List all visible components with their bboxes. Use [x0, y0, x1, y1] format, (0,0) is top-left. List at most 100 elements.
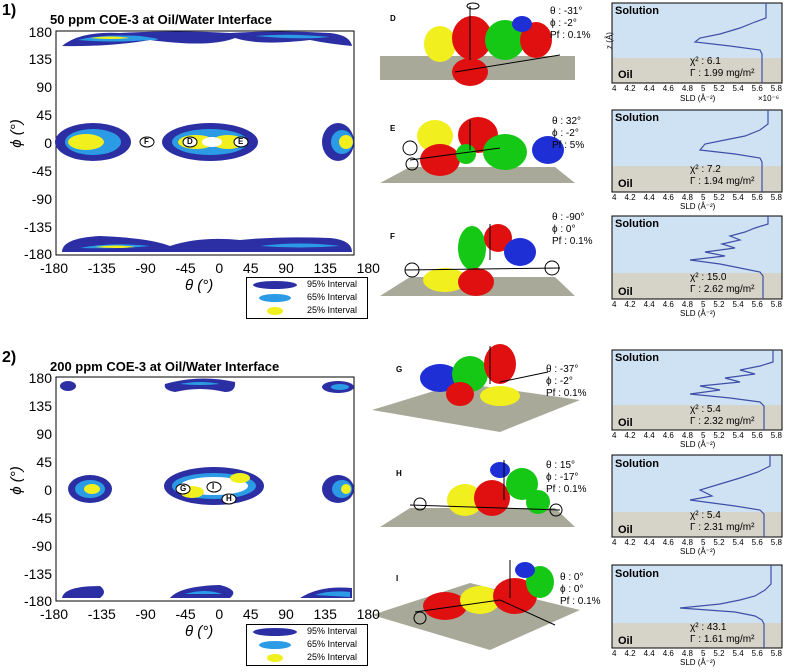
- sld-plot-5: [611, 454, 783, 538]
- sld-x-tick: 4.4: [643, 431, 655, 440]
- x-tick: 90: [278, 606, 294, 622]
- solution-label: Solution: [615, 218, 659, 230]
- structure-letter: F: [390, 232, 395, 241]
- sld-x-ticks-4: 4 4.2 4.4 4.6 4.8 5 5.2 5.4 5.6 5.8: [612, 431, 782, 440]
- point-label: F: [144, 137, 149, 146]
- sld-x-tick: 4: [612, 431, 617, 440]
- y-tick: 90: [36, 79, 52, 95]
- sld-x-tick: 5.2: [713, 431, 725, 440]
- x-tick: 180: [356, 260, 380, 276]
- x-tick: -135: [87, 606, 116, 622]
- sld-x-tick: 5.8: [770, 193, 782, 202]
- sld-x-tick: 5.6: [751, 193, 763, 202]
- sld-x-tick: 5.6: [751, 649, 763, 658]
- structure-letter: D: [390, 14, 396, 23]
- sld-fit-4: χ² : 5.4 Γ : 2.32 mg/m²: [690, 404, 754, 428]
- y-tick: -45: [31, 163, 52, 179]
- contour-top-1: [62, 31, 352, 47]
- sld-x-tick: 4.8: [681, 538, 693, 547]
- sld-plot-3: [611, 215, 783, 300]
- sld-x-tick: 4.2: [624, 300, 636, 309]
- sld-x-tick: 4.6: [662, 84, 674, 93]
- theta-value: θ : 0°: [560, 572, 584, 583]
- phi-value: ϕ : -17°: [546, 472, 579, 483]
- y-axis-label-2: ϕ (°): [7, 466, 25, 495]
- x-tick: 45: [242, 260, 259, 276]
- solution-label: Solution: [615, 352, 659, 364]
- solution-label: Solution: [615, 5, 659, 17]
- sld-x-tick: 4.2: [624, 84, 636, 93]
- theta-value: θ : 15°: [546, 460, 576, 471]
- sld-x-tick: 4: [612, 649, 617, 658]
- sld-x-tick: 5.6: [751, 431, 763, 440]
- markers-panel-2: [175, 481, 237, 505]
- x-ticks-1: -180 -135 -90 -45 0 45 90 135 180: [40, 260, 380, 276]
- sld-x-tick: 4.6: [662, 649, 674, 658]
- gamma-value: Γ : 2.62 mg/m²: [690, 284, 755, 295]
- sld-x-tick: 5.8: [770, 84, 782, 93]
- x-tick: -45: [175, 260, 196, 276]
- sld-x-tick: 4.4: [643, 538, 655, 547]
- sld-fit-2: χ² : 7.2 Γ : 1.94 mg/m²: [690, 164, 754, 188]
- sld-x-tick: 5: [700, 84, 706, 93]
- sld-x-tick: 5.2: [713, 84, 725, 93]
- sld-x-tick: 5.2: [713, 193, 725, 202]
- sld-x-tick: 4.4: [643, 649, 655, 658]
- gamma-value: Γ : 1.99 mg/m²: [690, 68, 755, 79]
- y-tick: -90: [31, 191, 52, 207]
- sld-x-tick: 4.2: [624, 431, 636, 440]
- y-tick: 0: [44, 135, 52, 151]
- sld-x-ticks-3: 4 4.2 4.4 4.6 4.8 5 5.2 5.4 5.6 5.8: [612, 300, 782, 309]
- oil-label: Oil: [618, 286, 633, 298]
- sld-xlabel: SLD (Å⁻²): [680, 440, 716, 449]
- sld-x-tick: 4.6: [662, 193, 674, 202]
- contour-bottom-2: [62, 585, 352, 598]
- y-tick: 180: [28, 24, 52, 40]
- oil-label: Oil: [618, 635, 633, 647]
- sld-x-tick: 5.4: [732, 431, 744, 440]
- phi-value: ϕ : -2°: [550, 18, 577, 29]
- x-tick: 45: [242, 606, 259, 622]
- x-tick: -135: [87, 260, 116, 276]
- sld-xlabel: SLD (Å⁻²): [680, 309, 716, 318]
- sld-x-tick: 4.6: [662, 300, 674, 309]
- x-tick: -180: [40, 606, 69, 622]
- x-tick: -180: [40, 260, 69, 276]
- x-tick: 90: [278, 260, 294, 276]
- point-label: D: [187, 137, 193, 146]
- sld-x-tick: 5.4: [732, 84, 744, 93]
- chi-value: χ² : 6.1: [690, 56, 721, 67]
- structure-annotation-g: θ : -37° ϕ : -2° Pf : 0.1%: [546, 364, 587, 400]
- sld-x-tick: 5: [700, 538, 706, 547]
- chi-value: χ² : 7.2: [690, 164, 721, 175]
- structure-e: [380, 117, 575, 183]
- structure-f: [380, 224, 575, 296]
- y-tick: 45: [36, 454, 52, 470]
- legend-label: 25% Interval: [307, 305, 358, 315]
- sld-x-tick: 5.8: [770, 300, 782, 309]
- legend-label: 95% Interval: [307, 626, 358, 636]
- x-axis-label-2: θ (°): [185, 623, 214, 640]
- x-tick: 135: [313, 606, 337, 622]
- contour-bottom-1: [62, 236, 352, 252]
- sld-plot-2: [611, 109, 783, 193]
- sld-x-tick: 5.4: [732, 538, 744, 547]
- sld-x-tick: 4.4: [643, 84, 655, 93]
- x-tick: 0: [215, 606, 224, 622]
- pf-value: Pf : 0.1%: [546, 484, 587, 495]
- oil-label: Oil: [618, 69, 633, 81]
- sld-x-tick: 4.8: [681, 649, 693, 658]
- x-ticks-2: -180 -135 -90 -45 0 45 90 135 180: [40, 606, 380, 622]
- solution-label: Solution: [615, 112, 659, 124]
- structure-g: [372, 344, 580, 432]
- sld-x-tick: 5: [700, 649, 706, 658]
- panel-2-title: 200 ppm COE-3 at Oil/Water Interface: [50, 359, 280, 374]
- y-tick: -135: [23, 566, 52, 582]
- sld-x-tick: 5.4: [732, 193, 744, 202]
- pf-value: Pf : 0.1%: [560, 596, 601, 607]
- sld-x-tick: 4.4: [643, 193, 655, 202]
- chi-value: χ² : 43.1: [690, 622, 727, 633]
- sld-x-tick: 5.6: [751, 300, 763, 309]
- sld-x-ticks-2: 4 4.2 4.4 4.6 4.8 5 5.2 5.4 5.6 5.8: [612, 193, 782, 202]
